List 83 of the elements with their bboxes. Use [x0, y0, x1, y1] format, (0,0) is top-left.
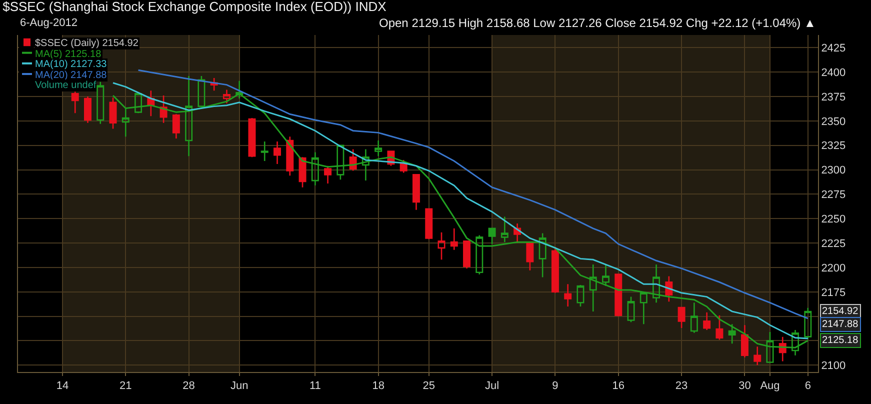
candlestick	[412, 174, 420, 210]
candlestick	[324, 165, 332, 184]
candlestick	[374, 140, 382, 157]
candlestick	[526, 242, 534, 272]
y-tick-label: 2100	[821, 360, 846, 372]
candlestick	[564, 283, 572, 308]
data-label: 2147.88	[822, 319, 859, 330]
legend-label: MA(5) 2125.18	[35, 49, 102, 60]
x-tick-label: 18	[372, 380, 384, 392]
y-tick-label: 2225	[821, 238, 846, 250]
candlestick	[740, 324, 748, 358]
candlestick	[425, 208, 433, 240]
y-tick-label: 2275	[821, 189, 846, 202]
candlestick	[463, 240, 471, 270]
x-tick-label: Jul	[485, 380, 500, 392]
candlestick	[336, 144, 344, 180]
candlestick	[400, 159, 408, 174]
y-tick-label: 2400	[821, 66, 846, 79]
y-tick-label: 2300	[821, 164, 846, 177]
candlestick	[122, 108, 130, 138]
x-tick-label: 23	[675, 380, 688, 392]
line-series	[138, 69, 809, 320]
candlestick	[438, 232, 446, 260]
x-tick-label: 6	[804, 380, 811, 392]
candlestick	[286, 136, 294, 176]
candlestick	[614, 274, 622, 317]
x-tick-label: 28	[182, 380, 195, 392]
x-tick-label: Aug	[760, 380, 780, 392]
y-tick-label: 2375	[821, 91, 846, 104]
candlestick	[500, 216, 508, 243]
chart-subtitle: 6-Aug-2012	[20, 17, 78, 29]
candlestick	[476, 234, 484, 275]
candlestick	[754, 346, 762, 366]
x-tick-label: 25	[422, 380, 435, 392]
candlestick	[551, 246, 559, 294]
x-tick-label: Jun	[230, 380, 248, 392]
candlestick	[538, 232, 546, 278]
candlestick	[728, 323, 736, 344]
y-tick-label: 2175	[821, 286, 846, 299]
y-tick-label: 2350	[821, 116, 846, 128]
annotation: Volume undef	[35, 80, 96, 91]
data-label: 2125.18	[822, 335, 859, 346]
candlestick	[690, 302, 698, 334]
candlestick	[172, 113, 180, 140]
legend-label: $SSEC (Daily) 2154.92	[35, 38, 139, 49]
legend-label: MA(20) 2147.88	[35, 70, 108, 81]
candlestick	[488, 228, 496, 245]
y-tick-label: 2325	[821, 140, 846, 152]
candlestick	[678, 306, 686, 329]
y-tick-label: 2200	[821, 262, 846, 274]
candlestick	[260, 140, 268, 162]
candlestick	[804, 307, 812, 340]
candlestick	[96, 81, 104, 125]
candlestick	[450, 228, 458, 251]
candlestick	[222, 89, 230, 104]
x-tick-label: 11	[309, 380, 321, 392]
candlestick	[627, 296, 635, 323]
candlestick	[248, 117, 256, 158]
y-tick-label: 2250	[821, 213, 846, 226]
candlestick	[652, 264, 660, 304]
candlestick	[589, 264, 597, 312]
candlestick	[703, 312, 711, 331]
candlestick	[716, 314, 724, 340]
candlestick	[362, 148, 370, 182]
x-tick-label: 30	[738, 380, 751, 392]
text: Open 2129.15 High 2158.68 Low 2127.26 Close 2154.92 Chg +22.12 (+1.04%) ▲	[379, 16, 816, 30]
candlestick	[84, 96, 92, 124]
candlestick	[311, 152, 319, 186]
candlestick	[602, 264, 610, 287]
candlestick	[640, 292, 648, 325]
x-tick-label: 9	[552, 380, 558, 392]
candlestick	[71, 91, 79, 114]
legend-label: MA(10) 2127.33	[35, 59, 108, 70]
candlestick	[274, 140, 281, 165]
text: 2154.92	[822, 306, 858, 317]
x-tick-label: 14	[56, 380, 69, 392]
x-tick-label: 16	[612, 380, 625, 392]
x-tick-label: 21	[120, 380, 132, 392]
chart-title: $SSEC (Shanghai Stock Exchange Composite Index (EOD)) INDX	[2, 0, 387, 14]
candlestick	[109, 96, 117, 130]
y-tick-label: 2425	[821, 42, 846, 55]
candlestick	[576, 284, 584, 308]
candlestick	[298, 156, 306, 188]
